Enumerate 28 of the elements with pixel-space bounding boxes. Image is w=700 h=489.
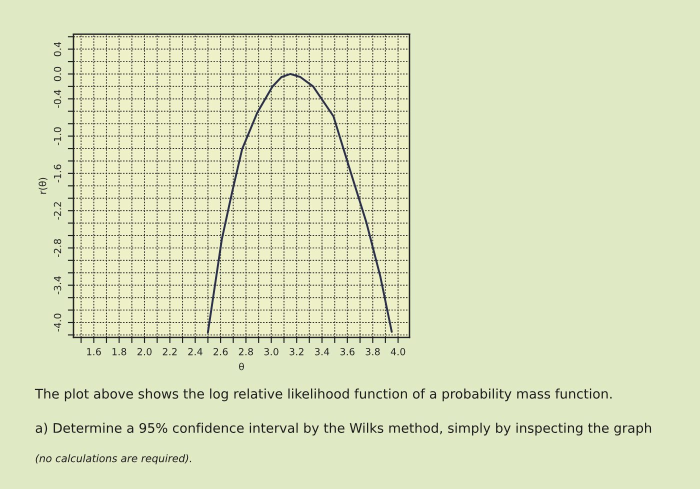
x-tick-label: 3.4	[315, 348, 330, 356]
x-tick-label: 1.6	[87, 348, 101, 356]
x-tick-label: 2.2	[162, 348, 177, 356]
y-axis-title: r(θ)	[38, 178, 48, 194]
x-tick-label: 3.8	[366, 348, 380, 356]
x-tick-label: 3.6	[340, 348, 354, 356]
x-tick-label: 4.0	[390, 348, 406, 356]
y-tick-label: -3.4	[54, 276, 62, 294]
y-tick-label: -2.8	[54, 239, 62, 257]
x-tick-label: 3.2	[290, 348, 304, 356]
x-tick-label: 2.0	[137, 348, 152, 356]
y-tick-label: -4.0	[54, 314, 62, 332]
y-tick-label: 0.4	[54, 42, 62, 56]
line-series	[206, 73, 393, 334]
x-tick-label: 2.4	[188, 348, 202, 356]
x-tick-label: 3.0	[264, 348, 278, 356]
x-tick-label: 2.8	[238, 348, 254, 356]
y-tick-label: -1.6	[54, 164, 62, 182]
text: a) Determine a 95% confidence interval by the Wilks method, simply by inspecting the graph	[36, 422, 652, 436]
y-tick-label: 0.0	[54, 66, 62, 82]
y-tick-label: -2.2	[54, 202, 62, 220]
x-tick-label: 2.6	[214, 348, 228, 356]
y-tick-label: -1.0	[54, 127, 62, 146]
text: The plot above shows the log relative likelihood function of a probability mass function.	[34, 388, 612, 402]
x-axis-title: θ	[239, 362, 244, 370]
text: (no calculations are required).	[36, 454, 192, 464]
x-tick-label: 1.8	[112, 348, 126, 356]
y-tick-label: -0.4	[54, 90, 62, 108]
